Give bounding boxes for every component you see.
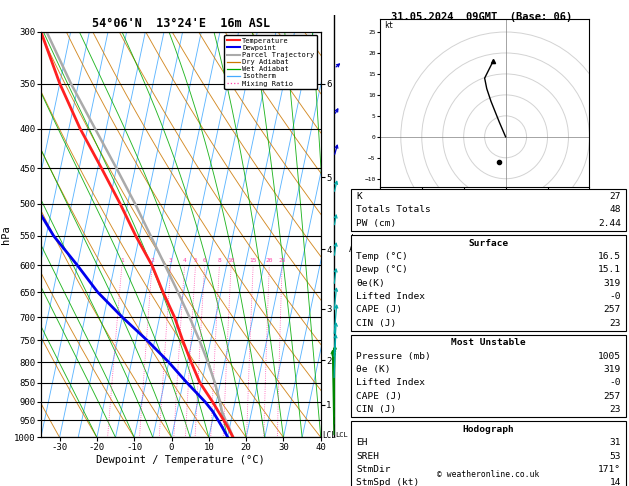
Text: -0: -0 bbox=[610, 292, 621, 301]
Text: Lifted Index: Lifted Index bbox=[356, 292, 425, 301]
Text: 20: 20 bbox=[265, 258, 273, 263]
Text: 23: 23 bbox=[610, 319, 621, 328]
Text: StmSpd (kt): StmSpd (kt) bbox=[356, 478, 420, 486]
Text: 3: 3 bbox=[169, 258, 173, 263]
Text: 53: 53 bbox=[610, 451, 621, 461]
Text: Totals Totals: Totals Totals bbox=[356, 206, 431, 214]
Text: Surface: Surface bbox=[469, 239, 508, 247]
Text: CAPE (J): CAPE (J) bbox=[356, 305, 402, 314]
Text: 1: 1 bbox=[120, 258, 124, 263]
Text: Lifted Index: Lifted Index bbox=[356, 379, 425, 387]
Text: CIN (J): CIN (J) bbox=[356, 319, 396, 328]
Text: 15.1: 15.1 bbox=[598, 265, 621, 274]
Text: 25: 25 bbox=[279, 258, 286, 263]
Text: 5: 5 bbox=[194, 258, 198, 263]
Text: θe (K): θe (K) bbox=[356, 365, 391, 374]
Text: 14: 14 bbox=[610, 478, 621, 486]
Text: 171°: 171° bbox=[598, 465, 621, 474]
Text: 48: 48 bbox=[610, 206, 621, 214]
Text: EH: EH bbox=[356, 438, 367, 447]
Text: SREH: SREH bbox=[356, 451, 379, 461]
Text: PW (cm): PW (cm) bbox=[356, 219, 396, 228]
Text: 4: 4 bbox=[182, 258, 186, 263]
Y-axis label: km
ASL: km ASL bbox=[348, 235, 365, 254]
Text: 16.5: 16.5 bbox=[598, 252, 621, 261]
Y-axis label: hPa: hPa bbox=[1, 225, 11, 244]
Text: CIN (J): CIN (J) bbox=[356, 405, 396, 414]
Text: Temp (°C): Temp (°C) bbox=[356, 252, 408, 261]
Text: 319: 319 bbox=[604, 278, 621, 288]
Text: CAPE (J): CAPE (J) bbox=[356, 392, 402, 401]
Text: 257: 257 bbox=[604, 392, 621, 401]
Text: 257: 257 bbox=[604, 305, 621, 314]
Text: Hodograph: Hodograph bbox=[462, 425, 515, 434]
Title: 54°06'N  13°24'E  16m ASL: 54°06'N 13°24'E 16m ASL bbox=[92, 17, 270, 31]
Text: 1005: 1005 bbox=[598, 352, 621, 361]
Text: 6: 6 bbox=[203, 258, 206, 263]
Text: K: K bbox=[356, 192, 362, 201]
Text: LCL: LCL bbox=[323, 431, 337, 439]
Text: 31.05.2024  09GMT  (Base: 06): 31.05.2024 09GMT (Base: 06) bbox=[391, 12, 572, 22]
X-axis label: Dewpoint / Temperature (°C): Dewpoint / Temperature (°C) bbox=[96, 455, 265, 465]
Text: 23: 23 bbox=[610, 405, 621, 414]
Legend: Temperature, Dewpoint, Parcel Trajectory, Dry Adiabat, Wet Adiabat, Isotherm, Mi: Temperature, Dewpoint, Parcel Trajectory… bbox=[224, 35, 317, 89]
Text: 10: 10 bbox=[228, 258, 235, 263]
Text: Most Unstable: Most Unstable bbox=[451, 338, 526, 347]
Text: -0: -0 bbox=[610, 379, 621, 387]
Text: 2.44: 2.44 bbox=[598, 219, 621, 228]
Text: θe(K): θe(K) bbox=[356, 278, 385, 288]
Text: StmDir: StmDir bbox=[356, 465, 391, 474]
Text: 15: 15 bbox=[250, 258, 257, 263]
Text: 8: 8 bbox=[218, 258, 221, 263]
Text: Pressure (mb): Pressure (mb) bbox=[356, 352, 431, 361]
Text: 27: 27 bbox=[610, 192, 621, 201]
Text: 319: 319 bbox=[604, 365, 621, 374]
Text: 31: 31 bbox=[610, 438, 621, 447]
Text: Dewp (°C): Dewp (°C) bbox=[356, 265, 408, 274]
Text: LCL: LCL bbox=[335, 432, 348, 438]
Text: kt: kt bbox=[384, 21, 393, 30]
Text: 2: 2 bbox=[150, 258, 154, 263]
Text: © weatheronline.co.uk: © weatheronline.co.uk bbox=[437, 469, 540, 479]
